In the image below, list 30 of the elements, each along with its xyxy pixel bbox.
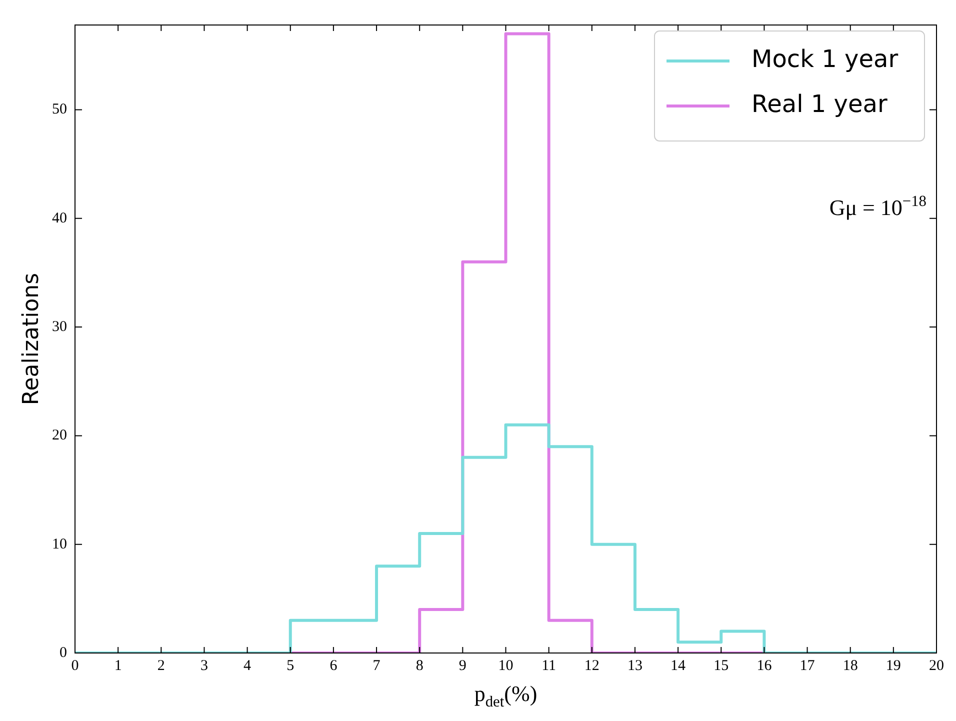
x-tick-label: 3 (200, 658, 208, 674)
x-tick-label: 6 (330, 658, 338, 674)
x-tick-label: 10 (498, 658, 514, 674)
y-tick-label: 0 (60, 644, 67, 661)
x-tick-label: 17 (800, 658, 816, 674)
x-tick-label: 15 (714, 658, 729, 674)
x-tick-label: 14 (670, 658, 686, 674)
x-tick-label: 12 (584, 658, 600, 674)
x-tick-label: 4 (244, 658, 252, 674)
y-tick-label: 30 (52, 318, 67, 335)
x-tick-label: 8 (416, 658, 424, 674)
y-tick-label: 10 (52, 536, 67, 552)
y-tick-label: 50 (52, 102, 67, 118)
x-tick-label: 9 (458, 658, 466, 674)
x-tick-label: 18 (842, 658, 858, 674)
x-tick-label: 13 (627, 658, 642, 674)
x-tick-label: 11 (542, 658, 556, 674)
x-tick-label: 16 (756, 658, 772, 674)
x-tick-label: 7 (372, 658, 381, 674)
x-tick-label: 0 (71, 658, 79, 674)
x-tick-label: 2 (157, 658, 165, 674)
x-tick-label: 1 (114, 658, 122, 674)
x-tick-label: 19 (886, 658, 901, 674)
y-axis-title: Realizations (19, 272, 44, 406)
x-tick-label: 20 (929, 658, 944, 674)
y-tick-label: 20 (52, 428, 67, 444)
y-tick-label: 40 (52, 210, 67, 226)
legend-label: Real 1 year (752, 90, 888, 118)
x-tick-label: 5 (286, 658, 294, 674)
legend-label: Mock 1 year (752, 45, 898, 74)
